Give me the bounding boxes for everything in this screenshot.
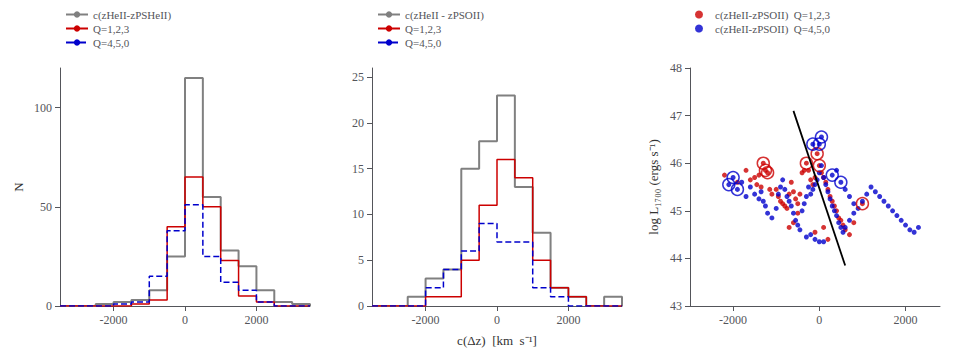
svg-text:43: 43 <box>670 299 682 313</box>
svg-text:0: 0 <box>182 313 188 327</box>
svg-text:2000: 2000 <box>556 313 580 327</box>
svg-text:2000: 2000 <box>894 313 918 327</box>
svg-text:-2000: -2000 <box>412 313 440 327</box>
svg-text:25: 25 <box>352 70 364 84</box>
svg-text:0: 0 <box>494 313 500 327</box>
svg-text:N: N <box>11 182 26 192</box>
svg-text:10: 10 <box>352 207 364 221</box>
svg-text:-2000: -2000 <box>100 313 128 327</box>
svg-text:c(zHeII - zPSOII): c(zHeII - zPSOII) <box>405 9 484 22</box>
svg-text:20: 20 <box>352 116 364 130</box>
svg-text:0: 0 <box>816 313 822 327</box>
svg-text:c(zHeII-zPSHeII): c(zHeII-zPSHeII) <box>93 9 172 22</box>
svg-text:46: 46 <box>670 156 682 170</box>
svg-text:c(Δz) [km s⁻¹]: c(Δz) [km s⁻¹] <box>457 333 537 348</box>
svg-text:Q=1,2,3: Q=1,2,3 <box>405 23 442 35</box>
svg-text:Q=1,2,3: Q=1,2,3 <box>93 23 130 35</box>
svg-text:Q=4,5,0: Q=4,5,0 <box>405 37 442 49</box>
svg-text:5: 5 <box>358 253 364 267</box>
svg-text:0: 0 <box>46 299 52 313</box>
svg-text:44: 44 <box>670 251 682 265</box>
svg-text:100: 100 <box>34 101 52 115</box>
svg-text:0: 0 <box>358 299 364 313</box>
svg-text:50: 50 <box>40 200 52 214</box>
svg-text:45: 45 <box>670 204 682 218</box>
svg-text:15: 15 <box>352 162 364 176</box>
svg-text:c(zHeII-zPSOII) Q=4,5,0: c(zHeII-zPSOII) Q=4,5,0 <box>715 23 830 36</box>
svg-text:-2000: -2000 <box>719 313 747 327</box>
svg-text:c(zHeII-zPSOII) Q=1,2,3: c(zHeII-zPSOII) Q=1,2,3 <box>715 9 830 22</box>
svg-text:47: 47 <box>670 109 682 123</box>
svg-text:Q=4,5,0: Q=4,5,0 <box>93 37 130 49</box>
svg-text:2000: 2000 <box>244 313 268 327</box>
svg-text:log L₁₇₀₀ (ergs s⁻¹): log L₁₇₀₀ (ergs s⁻¹) <box>646 139 661 234</box>
svg-text:48: 48 <box>670 61 682 75</box>
